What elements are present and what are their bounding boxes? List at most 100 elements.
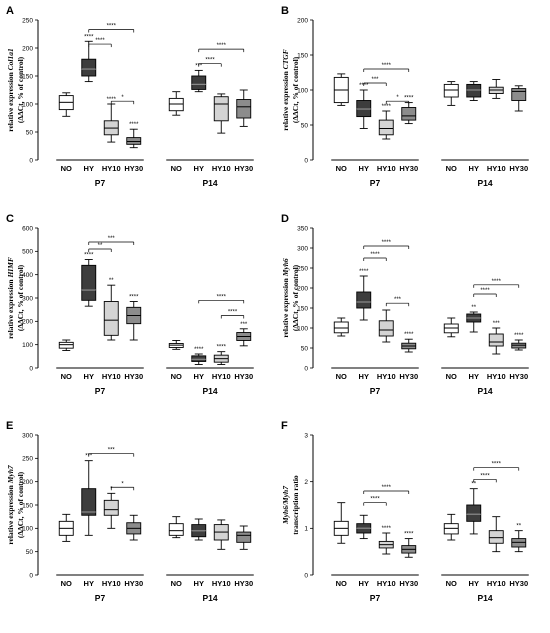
box-iqr bbox=[378, 119, 394, 136]
box-iqr bbox=[191, 355, 207, 362]
y-axis-label: Myh6/Myh7 bbox=[281, 486, 290, 525]
box-iqr bbox=[81, 488, 97, 516]
box-p14-hy: **** bbox=[191, 347, 207, 365]
box-iqr bbox=[488, 530, 504, 544]
panel-letter: C bbox=[6, 213, 14, 225]
category-label: HY bbox=[194, 372, 204, 381]
significance-bracket: *** bbox=[385, 297, 410, 307]
box-p14-hy10 bbox=[213, 93, 229, 134]
group-label: P7 bbox=[370, 593, 381, 603]
significance-label: **** bbox=[404, 532, 414, 538]
box-iqr bbox=[236, 99, 252, 119]
y-tick-label: 100 bbox=[297, 325, 308, 332]
significance-bracket: **** bbox=[220, 310, 245, 319]
y-axis-label-2: (ΔΔCt, % of control) bbox=[291, 56, 300, 123]
box-p7-hy10: **** bbox=[378, 526, 394, 555]
box-iqr bbox=[466, 504, 482, 522]
box-p7-hy10: **** bbox=[103, 97, 119, 143]
category-label: HY30 bbox=[509, 372, 528, 381]
significance-bracket: **** bbox=[198, 43, 245, 53]
box-p7-no bbox=[333, 73, 349, 106]
category-label: NO bbox=[171, 164, 182, 173]
box-iqr bbox=[81, 264, 97, 301]
box-p7-hy30: **** bbox=[126, 295, 142, 341]
category-label: NO bbox=[336, 164, 347, 173]
category-label: HY10 bbox=[102, 372, 121, 381]
y-tick-label: 50 bbox=[26, 549, 34, 556]
box-p7-hy30: **** bbox=[401, 332, 417, 353]
y-tick-label: 200 bbox=[297, 17, 308, 24]
y-tick-label: 250 bbox=[22, 17, 33, 24]
category-label: HY10 bbox=[102, 164, 121, 173]
significance-bracket: **** bbox=[473, 462, 520, 471]
panel-b: B 0 50 100 150 200 relative expression CTGF (ΔΔ… bbox=[281, 5, 529, 188]
significance-bracket: ** bbox=[88, 243, 112, 252]
box-p14-hy10 bbox=[488, 79, 504, 99]
y-tick-label: 150 bbox=[297, 52, 308, 59]
significance-label: **** bbox=[217, 345, 227, 351]
category-label: HY10 bbox=[377, 372, 396, 381]
box-p7-no bbox=[333, 502, 349, 544]
category-label: NO bbox=[446, 164, 457, 173]
category-label: NO bbox=[446, 372, 457, 381]
box-iqr bbox=[168, 97, 184, 112]
bracket-label: **** bbox=[382, 485, 392, 491]
significance-bracket: **** bbox=[363, 485, 410, 494]
box-p14-no bbox=[443, 81, 459, 106]
category-label: HY30 bbox=[509, 164, 528, 173]
bracket-label: *** bbox=[371, 77, 379, 83]
bracket-label: **** bbox=[370, 252, 380, 258]
box-p14-hy10 bbox=[488, 516, 504, 553]
significance-label: **** bbox=[84, 34, 94, 40]
category-label: NO bbox=[171, 372, 182, 381]
box-iqr bbox=[466, 83, 482, 98]
y-axis-label: relative expression Myh7 bbox=[6, 465, 15, 545]
y-tick-label: 100 bbox=[297, 87, 308, 94]
category-label: HY10 bbox=[212, 372, 231, 381]
box-p14-hy30: *** bbox=[236, 322, 252, 347]
panel-letter: B bbox=[281, 5, 289, 17]
y-axis-label-gene: Myh6 bbox=[281, 258, 290, 277]
category-label: NO bbox=[336, 579, 347, 588]
significance-label: **** bbox=[382, 526, 392, 532]
significance-label: **** bbox=[107, 97, 117, 103]
category-label: HY10 bbox=[212, 579, 231, 588]
y-axis-label-2: (ΔΔCt, % of control) bbox=[291, 264, 300, 331]
box-p7-no bbox=[333, 317, 349, 337]
category-label: HY bbox=[359, 164, 369, 173]
box-p14-no bbox=[443, 513, 459, 541]
significance-bracket: **** bbox=[363, 252, 387, 261]
significance-label: *** bbox=[493, 321, 501, 327]
category-label: NO bbox=[171, 579, 182, 588]
box-p7-hy: **** bbox=[81, 34, 97, 83]
significance-bracket: **** bbox=[363, 63, 410, 72]
group-label: P14 bbox=[202, 386, 217, 396]
box-p7-no bbox=[58, 339, 74, 351]
box-p14-hy30: ** bbox=[511, 524, 527, 553]
y-tick-label: 250 bbox=[22, 456, 33, 463]
group-label: P14 bbox=[477, 386, 492, 396]
box-p14-no bbox=[168, 516, 184, 539]
box-p14-hy bbox=[191, 518, 207, 541]
box-p14-no bbox=[443, 317, 459, 338]
significance-label: **** bbox=[514, 333, 524, 339]
y-axis-label-prefix: relative expression bbox=[6, 483, 15, 544]
bracket-label: **** bbox=[382, 240, 392, 246]
box-iqr bbox=[81, 58, 97, 77]
box-p14-hy30 bbox=[236, 89, 252, 127]
category-label: NO bbox=[61, 164, 72, 173]
panel-e: E 0 50 100 150 200 250 300 relative expression M… bbox=[6, 420, 254, 603]
category-label: HY10 bbox=[487, 372, 506, 381]
category-label: HY10 bbox=[377, 579, 396, 588]
group-label: P7 bbox=[95, 178, 106, 188]
box-p7-hy bbox=[356, 514, 372, 540]
bracket-label: **** bbox=[492, 462, 502, 468]
y-tick-label: 0 bbox=[29, 157, 33, 164]
significance-bracket: **** bbox=[198, 294, 245, 304]
y-axis-label: relative expression HIMF bbox=[6, 257, 15, 339]
box-p14-hy30: **** bbox=[511, 333, 527, 351]
significance-label: ** bbox=[516, 524, 521, 530]
box-p14-hy: ** bbox=[466, 482, 482, 535]
category-label: HY30 bbox=[399, 372, 418, 381]
box-p14-hy10 bbox=[213, 519, 229, 550]
